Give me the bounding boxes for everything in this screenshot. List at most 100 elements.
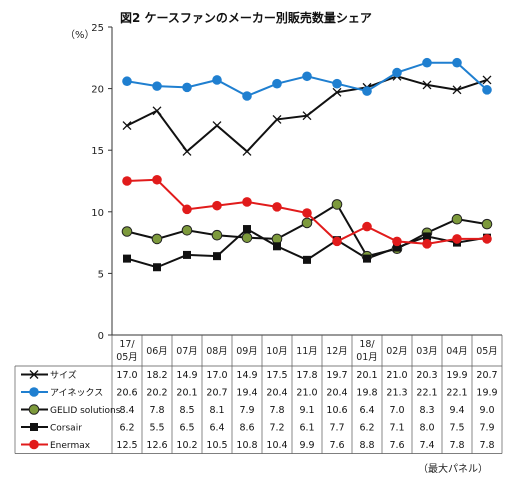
data-point xyxy=(152,81,162,91)
data-point xyxy=(29,439,39,450)
marker-stroke xyxy=(212,121,222,131)
x-tick-label: 06月 xyxy=(146,346,168,357)
data-point xyxy=(152,174,162,185)
data-point xyxy=(482,75,492,85)
x-tick-label: 17/ xyxy=(119,339,135,350)
marker-stroke xyxy=(482,75,492,85)
table-cell: 8.6 xyxy=(239,423,254,434)
table-cell: 21.0 xyxy=(296,388,317,399)
data-point xyxy=(393,243,401,252)
table-cell: 7.9 xyxy=(239,405,254,416)
data-point xyxy=(241,232,253,243)
table-cell: 20.4 xyxy=(266,388,287,399)
table-cell: 17.8 xyxy=(296,370,317,381)
data-point xyxy=(271,233,283,245)
data-point xyxy=(242,197,252,207)
data-point xyxy=(29,370,39,379)
table-cell: 22.1 xyxy=(416,388,437,399)
table-cell: 10.5 xyxy=(206,440,227,451)
table-cell: 9.0 xyxy=(479,405,494,416)
data-point xyxy=(452,234,462,244)
data-point xyxy=(243,225,251,234)
data-point xyxy=(303,255,311,264)
marker-stroke xyxy=(122,121,132,131)
data-point xyxy=(212,121,222,131)
table-cell: 19.7 xyxy=(326,370,347,381)
table-cell: 7.6 xyxy=(389,440,404,451)
table-cell: 10.2 xyxy=(176,440,197,451)
data-point xyxy=(422,57,432,68)
table-cell: 6.2 xyxy=(359,423,374,434)
data-point xyxy=(182,82,192,93)
marker-stroke xyxy=(242,146,252,156)
data-point xyxy=(451,213,463,225)
x-tick-label: 11月 xyxy=(296,346,318,357)
data-point xyxy=(182,204,192,215)
table-cell: 9.1 xyxy=(299,405,314,416)
table-cell: 20.7 xyxy=(206,388,227,399)
table-cell: 8.5 xyxy=(179,405,194,416)
table-cell: 9.4 xyxy=(449,405,464,416)
x-tick-label: 12月 xyxy=(326,346,348,357)
x-tick-label: 10月 xyxy=(266,346,288,357)
data-point xyxy=(363,254,371,263)
x-tick-label: 04月 xyxy=(446,346,468,357)
table-cell: 20.2 xyxy=(146,388,167,399)
table-cell: 7.0 xyxy=(389,405,404,416)
table-cell: 20.1 xyxy=(356,370,377,381)
marker-stroke xyxy=(422,80,432,90)
table-cell: 7.8 xyxy=(449,440,464,451)
y-tick-label: 5 xyxy=(98,269,104,280)
marker-stroke xyxy=(29,370,39,379)
table-cell: 7.8 xyxy=(479,440,494,451)
data-point xyxy=(422,80,432,90)
data-point xyxy=(183,250,191,259)
table-cell: 19.8 xyxy=(356,388,377,399)
x-tick-label: 02月 xyxy=(386,346,408,357)
table-cell: 6.4 xyxy=(209,423,224,434)
table-cell: 8.4 xyxy=(119,405,134,416)
table-cell: 7.8 xyxy=(269,405,284,416)
data-point xyxy=(212,200,222,211)
data-point xyxy=(482,85,492,95)
data-point xyxy=(122,76,132,87)
x-tick-label: 05月 xyxy=(116,352,138,363)
table-cell: 10.4 xyxy=(266,440,287,451)
table-cell: 7.5 xyxy=(449,423,464,434)
table-cell: 10.6 xyxy=(326,405,347,416)
data-point xyxy=(242,91,252,101)
table-cell: 12.5 xyxy=(116,440,137,451)
chart-title: 図2 ケースファンのメーカー別販売数量シェア xyxy=(120,10,372,25)
table-cell: 8.0 xyxy=(419,423,434,434)
data-point xyxy=(122,176,132,186)
data-point xyxy=(213,252,221,261)
data-point xyxy=(332,236,342,247)
legend-label: サイズ xyxy=(50,369,77,381)
y-tick-label: 20 xyxy=(91,85,104,96)
data-point xyxy=(121,226,133,237)
data-point xyxy=(452,85,462,95)
y-tick-label: 25 xyxy=(91,23,104,34)
marker-stroke xyxy=(182,146,192,156)
marker-stroke xyxy=(332,87,342,97)
data-point xyxy=(122,121,132,131)
data-point xyxy=(30,423,38,431)
table-cell: 12.6 xyxy=(146,440,167,451)
marker-stroke xyxy=(152,106,162,116)
table-cell: 7.9 xyxy=(479,423,494,434)
marker-stroke xyxy=(452,85,462,95)
table-cell: 19.9 xyxy=(446,370,467,381)
x-tick-label: 07月 xyxy=(176,346,198,357)
table-cell: 19.9 xyxy=(476,388,497,399)
table-cell: 17.5 xyxy=(266,370,287,381)
legend-label: アイネックス xyxy=(50,388,103,399)
table-cell: 7.6 xyxy=(329,440,344,451)
x-tick-label: 03月 xyxy=(416,346,438,357)
table-cell: 6.5 xyxy=(179,423,194,434)
data-point xyxy=(272,114,282,124)
table-cell: 20.6 xyxy=(116,388,137,399)
table-cell: 21.0 xyxy=(386,370,407,381)
data-point xyxy=(422,239,432,249)
table-cell: 20.4 xyxy=(326,388,347,399)
